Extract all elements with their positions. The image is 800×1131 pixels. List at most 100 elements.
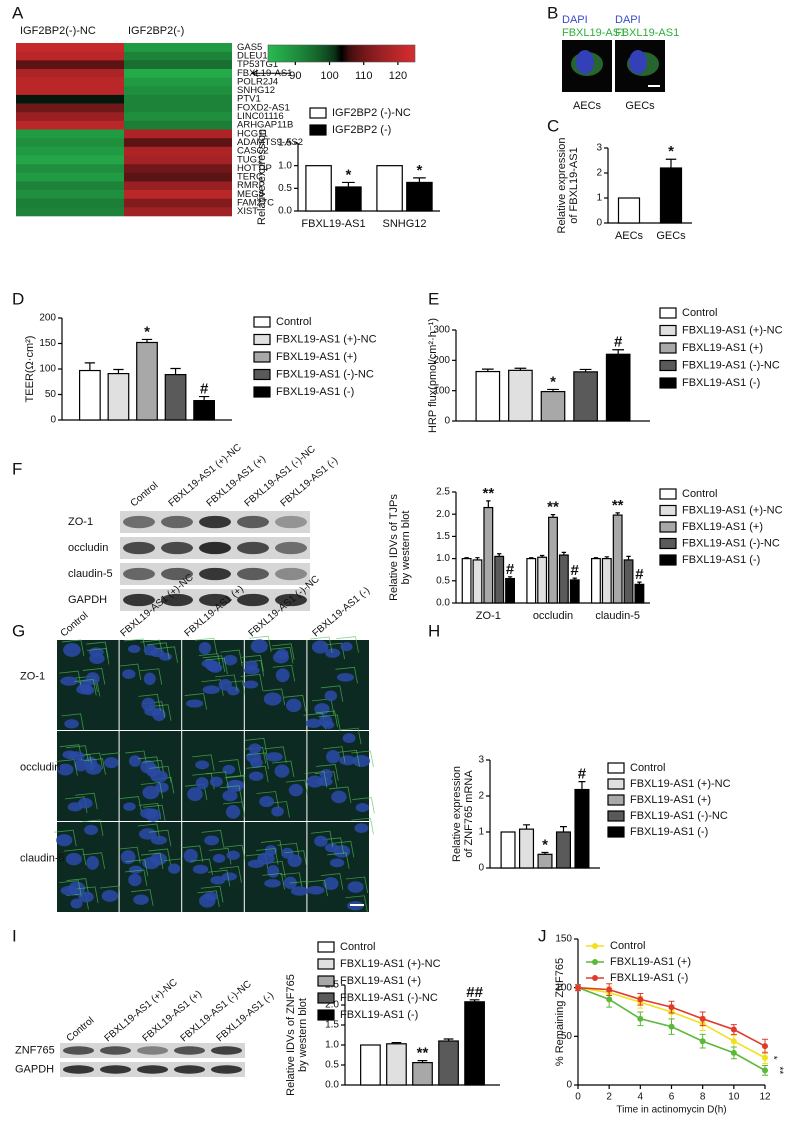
nucleus <box>138 828 157 840</box>
legend-swatch <box>607 826 625 838</box>
junction <box>220 649 243 667</box>
nucleus <box>60 676 78 686</box>
bar <box>558 554 569 604</box>
legend-label: FBXL19-AS1 (+) <box>682 342 763 354</box>
junction <box>327 852 350 869</box>
legend-label: FBXL19-AS1 (+)-NC <box>682 504 783 516</box>
error-bar <box>497 553 502 557</box>
x-tick-label: 8 <box>700 1092 706 1103</box>
y-tick-label: 0 <box>444 416 450 427</box>
row-label: DLEU1 <box>237 50 268 61</box>
nucleus <box>248 771 264 781</box>
blot-band <box>275 541 307 555</box>
bar <box>601 557 612 604</box>
heatmap-cell <box>124 68 232 78</box>
junction <box>86 648 110 665</box>
bar <box>500 831 516 869</box>
marker <box>637 996 644 1003</box>
micrograph <box>182 640 244 730</box>
heatmap-cell <box>124 172 232 182</box>
nucleus <box>339 755 356 766</box>
annotation: ** <box>612 497 624 514</box>
legend-label: FBXL19-AS1 (-)-NC <box>340 992 438 1004</box>
lane-label: Control <box>59 610 91 639</box>
error-bar <box>604 556 609 559</box>
junction <box>321 837 345 854</box>
nucleus <box>101 890 119 902</box>
junction <box>66 878 90 895</box>
nucleus <box>120 850 136 865</box>
legend-marker <box>592 943 598 949</box>
annotation: # <box>635 566 644 583</box>
nucleus <box>287 854 302 868</box>
blot-band <box>237 567 269 581</box>
row-label: TP53TG1 <box>237 59 278 70</box>
legend-marker <box>592 975 598 981</box>
bar <box>537 853 553 869</box>
junction <box>320 685 344 702</box>
y-axis-label: HRP flux(pmol/cm²·h⁻¹) <box>427 318 439 433</box>
junction <box>142 759 165 777</box>
nucleus <box>212 853 226 863</box>
blot-band <box>136 1065 169 1074</box>
junction <box>198 653 222 670</box>
nucleus <box>326 749 340 764</box>
protein-label: occludin <box>68 542 108 554</box>
nucleus <box>76 684 93 695</box>
heatmap-cell <box>16 207 124 217</box>
junction <box>345 876 369 894</box>
blot-band <box>161 567 193 581</box>
nucleus <box>63 643 81 657</box>
y-axis-label: Relative expression <box>556 138 568 234</box>
nucleus <box>145 808 162 822</box>
bar <box>612 514 623 604</box>
error-bar <box>469 999 480 1002</box>
marker <box>575 984 581 991</box>
y-tick-label: 100 <box>433 385 450 396</box>
legend-swatch <box>659 504 677 517</box>
marker <box>606 986 613 993</box>
legend-swatch <box>317 941 335 953</box>
marker <box>730 1026 737 1033</box>
marker <box>699 1015 706 1022</box>
row-label: CASC2 <box>237 146 269 157</box>
junction <box>81 819 104 836</box>
x-tick-label: 10 <box>728 1092 740 1103</box>
bar <box>78 369 101 421</box>
legend-label: IGF2BP2 (-)-NC <box>332 107 411 119</box>
nucleus <box>229 780 244 791</box>
junction <box>207 869 231 887</box>
nucleus <box>57 763 74 776</box>
y-tick-label: 2.0 <box>436 509 450 520</box>
heatmap-cell <box>16 181 124 191</box>
nucleus <box>272 651 289 664</box>
legend-label: FBXL19-AS1 (+) <box>630 794 711 806</box>
heatmap-cell <box>16 164 124 174</box>
nucleus <box>141 697 156 712</box>
nucleus <box>222 790 238 802</box>
nucleus <box>243 680 259 689</box>
legend-label: FBXL19-AS1 (+)-NC <box>682 324 783 336</box>
legend-label: FBXL19-AS1 (+)-NC <box>340 958 441 970</box>
protein-label: GAPDH <box>15 1063 54 1075</box>
lane-label: Control <box>65 1015 97 1044</box>
row-label: GAS5 <box>237 42 262 53</box>
marker <box>668 1023 675 1030</box>
bar <box>526 557 537 604</box>
legend-swatch <box>659 324 677 337</box>
nucleus <box>340 642 353 652</box>
colorbar-tick-label: 110 <box>355 70 373 82</box>
lane-label: Control <box>129 480 161 509</box>
error-bar <box>170 367 181 375</box>
x-tick-label: SNHG12 <box>382 218 426 230</box>
legend-label: FBXL19-AS1 (+) <box>276 351 357 363</box>
legend-swatch <box>309 124 327 136</box>
panel-label: A <box>12 3 24 22</box>
bar <box>386 1043 407 1086</box>
heatmap-cell <box>124 181 232 191</box>
heatmap-cell <box>124 60 232 70</box>
heatmap-cell <box>16 198 124 208</box>
junction <box>339 727 362 745</box>
error-bar <box>417 1060 428 1063</box>
annotation: ## <box>466 984 483 1001</box>
